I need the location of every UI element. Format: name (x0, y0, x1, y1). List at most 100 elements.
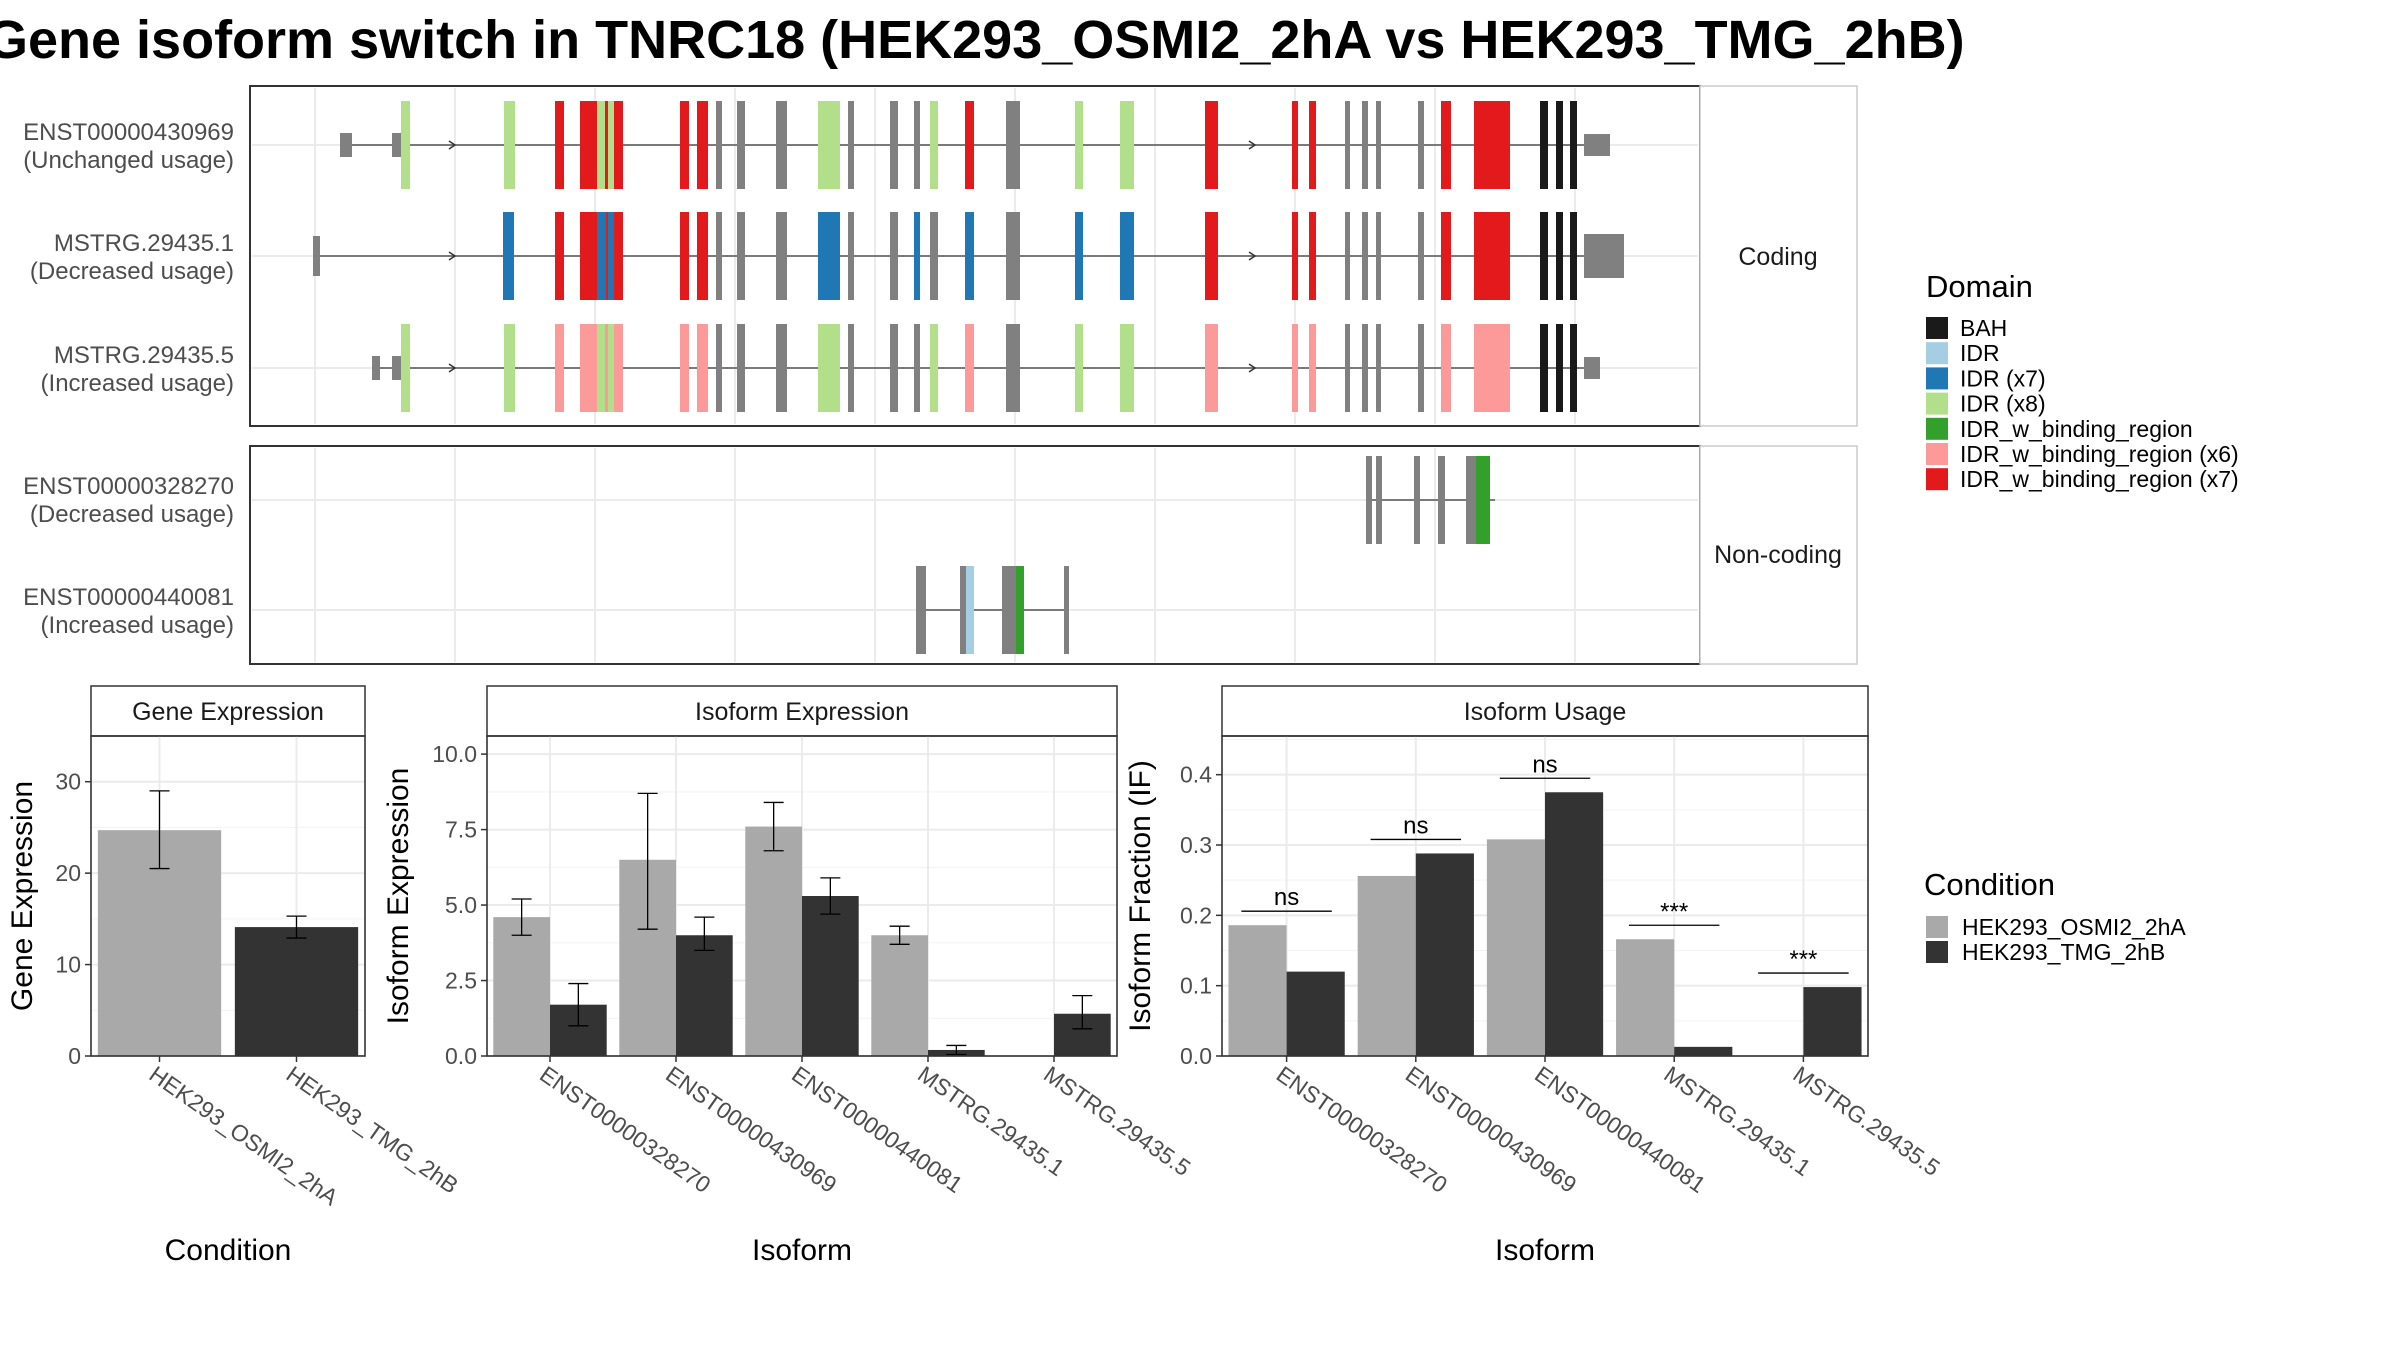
y-tick-label: 10 (55, 952, 81, 978)
exon-idrb7 (555, 101, 564, 189)
exon-gray (1362, 212, 1368, 300)
exon-bah (1556, 212, 1563, 300)
exon-idrb6 (1205, 324, 1218, 412)
significance-label: ns (1532, 751, 1557, 778)
exon-gray (776, 101, 787, 189)
exon-idr8 (1120, 324, 1134, 412)
exon-gray (776, 212, 787, 300)
bar (676, 935, 733, 1056)
exon-idr7 (1075, 212, 1083, 300)
significance-label: ns (1274, 884, 1299, 911)
figure-title: Gene isoform switch in TNRC18 (HEK293_OS… (0, 10, 1965, 70)
exon-idrb7 (1441, 101, 1451, 189)
exon-gray (960, 566, 966, 654)
strand-arrow (1248, 363, 1257, 373)
domain-legend-label: IDR (1960, 340, 2000, 366)
condition-legend-key (1926, 941, 1948, 963)
bar (1803, 987, 1862, 1056)
y-tick-label: 0.2 (1180, 902, 1212, 928)
y-tick-label: 2.5 (445, 968, 477, 994)
exon-bah (1570, 101, 1577, 189)
exon-idrb (1476, 456, 1490, 544)
exon-idr7 (608, 212, 614, 300)
bar (1286, 971, 1345, 1056)
exon-bah (1556, 324, 1563, 412)
chart-title: Isoform Usage (1464, 698, 1627, 726)
exon-idrb7 (1205, 101, 1218, 189)
y-tick-label: 5.0 (445, 892, 477, 918)
exon-gray (1345, 324, 1350, 412)
domain-legend-key (1926, 417, 1948, 440)
exon-gray (1366, 456, 1372, 544)
exon-idrb6 (680, 324, 689, 412)
exon-gray (890, 212, 898, 300)
exon-idrb7 (1292, 212, 1298, 300)
exon-gray (1006, 212, 1020, 300)
exon-gray (1345, 212, 1350, 300)
exon-idr8 (504, 324, 515, 412)
significance-label: *** (1660, 898, 1688, 925)
chart-strip (486, 685, 1118, 737)
y-tick-label: 0.1 (1180, 973, 1212, 999)
utr-exon (313, 236, 320, 276)
exon-gray (848, 101, 854, 189)
exon-idrb7 (1441, 212, 1451, 300)
noncoding-strip-box (1699, 445, 1858, 665)
exon-gray (848, 324, 854, 412)
transcript-label-3: MSTRG.29435.5 (54, 342, 234, 369)
exon-idr8 (401, 101, 410, 189)
chart-strip (1221, 685, 1869, 737)
utr-exon (392, 356, 402, 380)
exon-bah (1540, 101, 1548, 189)
bar (1228, 925, 1287, 1056)
domain-legend-label: IDR_w_binding_region (x7) (1960, 466, 2239, 492)
bar (1415, 853, 1474, 1056)
significance-label: *** (1789, 946, 1817, 973)
transcript-label-5: ENST00000440081 (23, 584, 234, 611)
chart-title: Gene Expression (132, 698, 324, 726)
exon-gray (1376, 324, 1381, 412)
y-axis-title: Isoform Expression (382, 768, 415, 1025)
bar (802, 896, 859, 1056)
transcript-usage-4: (Decreased usage) (30, 501, 234, 528)
domain-legend-key (1926, 317, 1948, 339)
exon-gray (1418, 324, 1424, 412)
exon-idr7 (818, 212, 840, 300)
exon-idrb7 (1474, 212, 1510, 300)
exon-idr7 (597, 212, 606, 300)
exon-gray (1376, 212, 1381, 300)
exon-idrb6 (1309, 324, 1316, 412)
exon-gray (1438, 456, 1445, 544)
exon-gray (930, 212, 938, 300)
exon-idr8 (930, 101, 938, 189)
bar (1486, 839, 1545, 1056)
exon-gray (737, 212, 745, 300)
exon-gray (1345, 101, 1350, 189)
exon-idrb6 (1474, 324, 1510, 412)
exon-idrb6 (697, 324, 708, 412)
exon-idr8 (818, 101, 840, 189)
exon-idr8 (401, 324, 410, 412)
exon-idr8 (608, 324, 614, 412)
exon-idrb6 (1441, 324, 1451, 412)
significance-label: ns (1403, 812, 1428, 839)
coding-strip-box (1699, 85, 1858, 427)
exon-idr8 (504, 101, 515, 189)
exon-idrb6 (1292, 324, 1298, 412)
x-axis-title: Isoform (1495, 1234, 1595, 1267)
exon-idr (966, 566, 974, 654)
exon-gray (716, 212, 722, 300)
utr-exon (340, 133, 352, 157)
transcript-usage-5: (Increased usage) (41, 612, 234, 639)
exon-gray (1414, 456, 1420, 544)
exon-gray (1418, 212, 1424, 300)
utr-exon (1584, 134, 1610, 156)
y-tick-label: 0.4 (1180, 762, 1212, 788)
condition-legend-title: Condition (1924, 867, 2055, 902)
exon-idrb7 (1309, 101, 1316, 189)
strand-arrow (1248, 251, 1257, 261)
strand-arrow (1248, 140, 1257, 150)
exon-gray (1002, 566, 1016, 654)
